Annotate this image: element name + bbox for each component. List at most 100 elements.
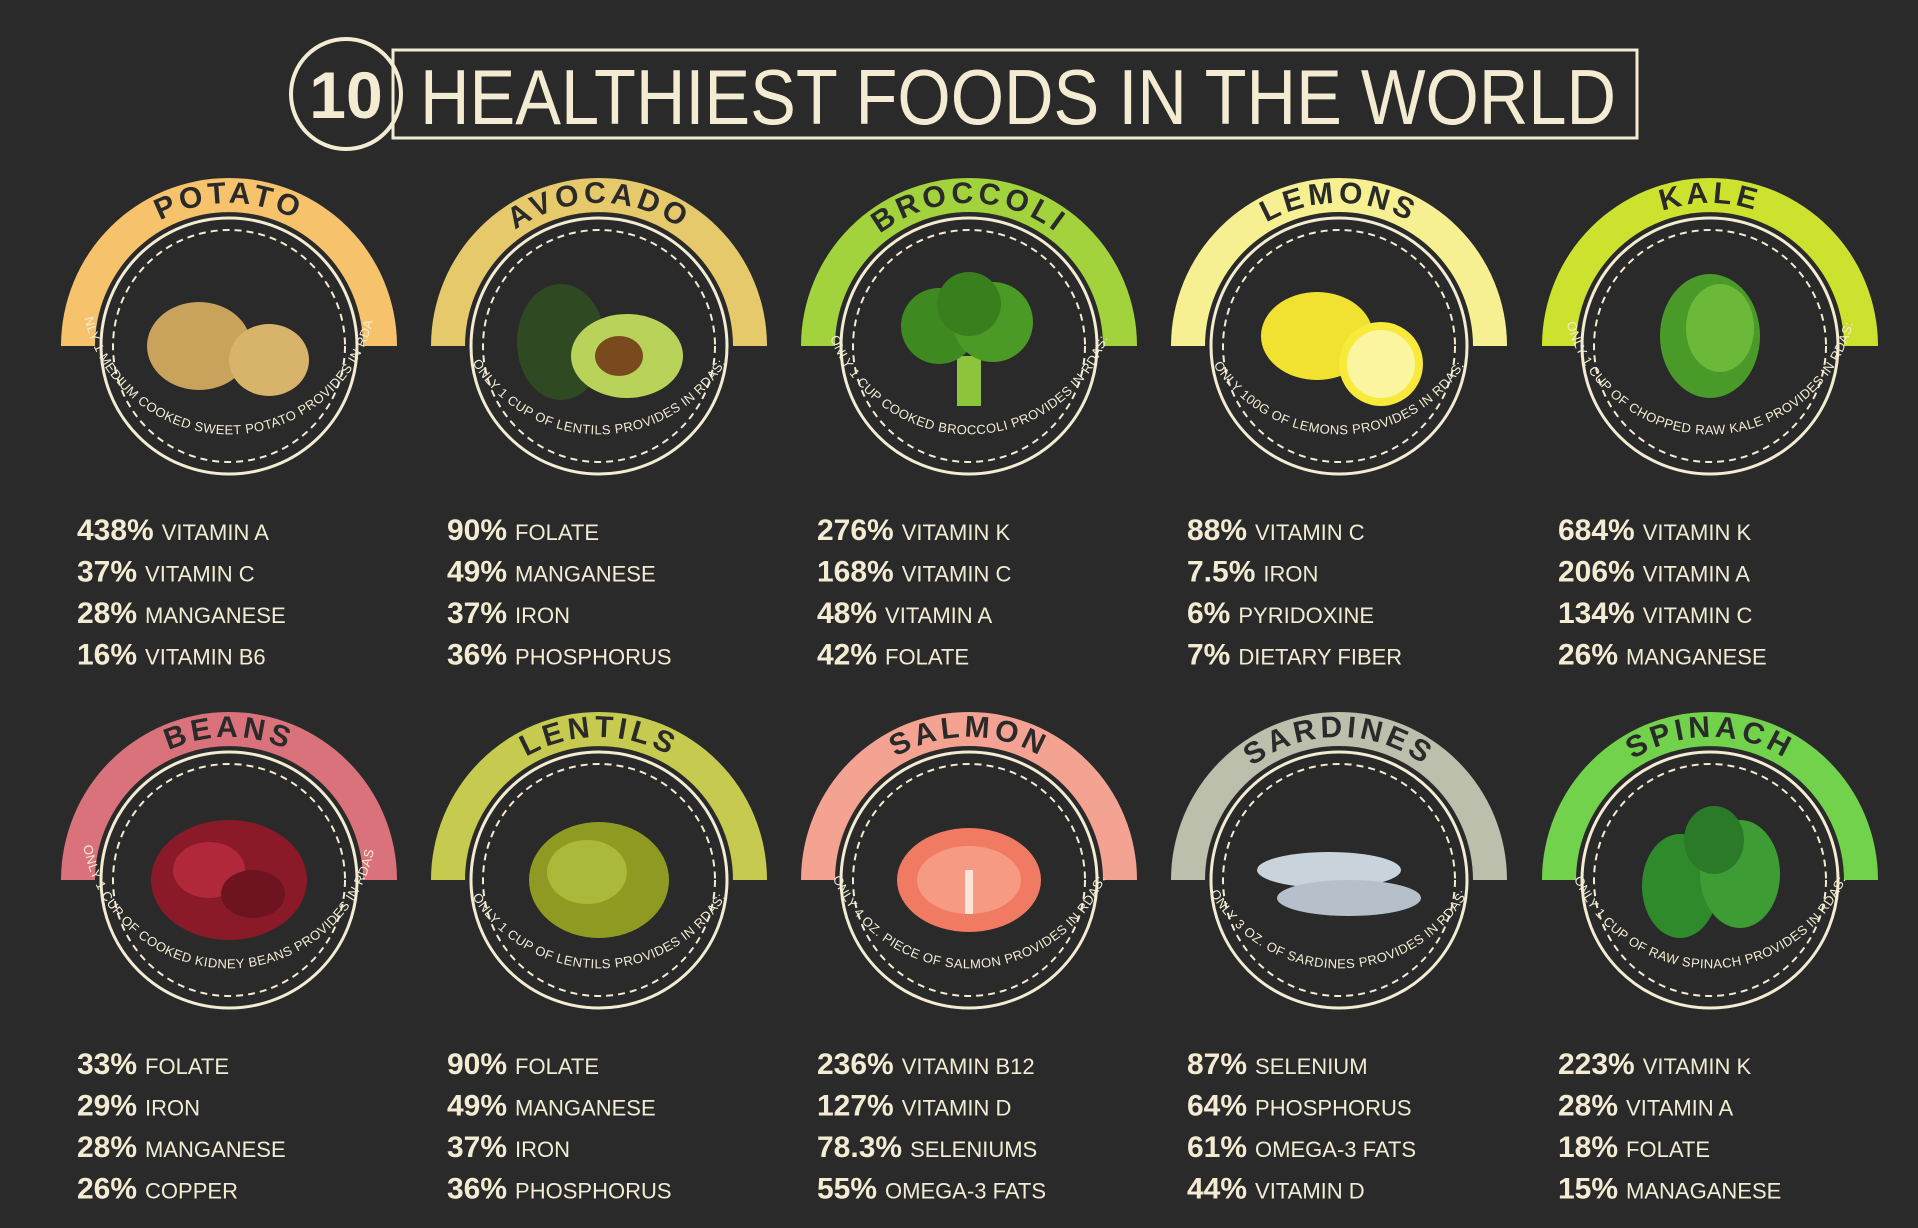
nutrient-name: VITAMIN D: [1255, 1179, 1365, 1204]
plate-ring: [1580, 216, 1840, 476]
nutrient-percent: 61%: [1187, 1131, 1247, 1164]
nutrient-name: PYRIDOXINE: [1238, 603, 1374, 628]
plate-ring: [839, 216, 1099, 476]
plate-dashes: [482, 229, 716, 463]
nutrient-percent: 42%: [817, 639, 877, 672]
plate-dashes: [482, 763, 716, 997]
nutrient-name: FOLATE: [1626, 1137, 1710, 1162]
nutrient-name: MANGANESE: [145, 1137, 286, 1162]
nutrient-percent: 26%: [77, 1173, 137, 1206]
nutrient-name: VITAMIN C: [145, 562, 255, 587]
nutrient-percent: 55%: [817, 1173, 877, 1206]
nutrient-line: 49% MANGANESE: [447, 1090, 656, 1123]
nutrient-name: COPPER: [145, 1179, 238, 1204]
nutrient-percent: 49%: [447, 556, 507, 589]
nutrient-line: 7% DIETARY FIBER: [1187, 639, 1402, 672]
nutrient-line: 16% VITAMIN B6: [77, 639, 266, 672]
name-arc: [1171, 712, 1507, 880]
nutrient-percent: 90%: [447, 514, 507, 547]
nutrient-percent: 49%: [447, 1090, 507, 1123]
nutrient-line: 48% VITAMIN A: [817, 597, 993, 630]
nutrient-percent: 37%: [77, 556, 137, 589]
nutrient-name: VITAMIN A: [1643, 562, 1750, 587]
nutrient-name: FOLATE: [145, 1054, 229, 1079]
nutrient-line: 55% OMEGA-3 FATS: [817, 1173, 1046, 1206]
nutrient-name: VITAMIN A: [162, 520, 269, 545]
nutrient-name: VITAMIN D: [902, 1096, 1012, 1121]
name-arc: [1542, 712, 1878, 880]
nutrient-percent: 15%: [1558, 1173, 1618, 1206]
nutrient-name: VITAMIN C: [1643, 603, 1753, 628]
food-illustration: [937, 272, 1001, 336]
nutrient-percent: 168%: [817, 556, 894, 589]
food-illustration: [1684, 806, 1744, 874]
nutrient-line: 7.5% IRON: [1187, 556, 1318, 589]
plate-ring: [1580, 750, 1840, 1010]
nutrient-percent: 7.5%: [1187, 556, 1255, 589]
nutrient-line: 134% VITAMIN C: [1558, 597, 1752, 630]
plate-ring: [469, 216, 729, 476]
nutrient-name: MANGANESE: [1626, 645, 1767, 670]
food-illustration: [221, 870, 285, 918]
nutrient-percent: 236%: [817, 1048, 894, 1081]
nutrient-percent: 276%: [817, 514, 894, 547]
nutrient-name: MANGANESE: [145, 603, 286, 628]
nutrient-percent: 90%: [447, 1048, 507, 1081]
nutrient-percent: 88%: [1187, 514, 1247, 547]
nutrient-percent: 28%: [77, 597, 137, 630]
nutrient-percent: 36%: [447, 639, 507, 672]
nutrient-line: 28% VITAMIN A: [1558, 1090, 1734, 1123]
name-arc: [1171, 178, 1507, 346]
nutrient-percent: 64%: [1187, 1090, 1247, 1123]
plate-dashes: [1593, 229, 1827, 463]
nutrient-line: 36% PHOSPHORUS: [447, 1173, 672, 1206]
nutrient-name: VITAMIN A: [1626, 1096, 1733, 1121]
nutrient-line: 438% VITAMIN A: [77, 514, 269, 547]
nutrient-name: MANGANESE: [515, 562, 656, 587]
nutrient-line: 223% VITAMIN K: [1558, 1048, 1751, 1081]
name-arc: [61, 178, 397, 346]
nutrient-line: 26% COPPER: [77, 1173, 238, 1206]
nutrient-name: FOLATE: [515, 1054, 599, 1079]
food-illustration: [1277, 880, 1421, 916]
plate-dashes: [1593, 763, 1827, 997]
nutrient-name: VITAMIN A: [885, 603, 992, 628]
nutrient-name: IRON: [515, 1137, 570, 1162]
food-illustration: [147, 302, 251, 390]
nutrient-name: IRON: [1263, 562, 1318, 587]
food-illustration: [1686, 284, 1754, 372]
nutrient-line: 684% VITAMIN K: [1558, 514, 1751, 547]
food-illustration: [547, 840, 627, 904]
nutrient-percent: 33%: [77, 1048, 137, 1081]
nutrient-percent: 26%: [1558, 639, 1618, 672]
nutrient-line: 206% VITAMIN A: [1558, 556, 1750, 589]
plate-dashes: [852, 763, 1086, 997]
nutrient-name: IRON: [515, 603, 570, 628]
nutrient-line: 37% IRON: [447, 1131, 570, 1164]
nutrient-percent: 206%: [1558, 556, 1635, 589]
nutrient-line: 90% FOLATE: [447, 514, 599, 547]
name-arc: [1542, 178, 1878, 346]
plate-ring: [1209, 750, 1469, 1010]
nutrient-line: 36% PHOSPHORUS: [447, 639, 672, 672]
plate-ring: [99, 216, 359, 476]
nutrient-name: VITAMIN K: [902, 520, 1011, 545]
nutrient-line: 61% OMEGA-3 FATS: [1187, 1131, 1416, 1164]
name-arc: [801, 178, 1137, 346]
nutrient-line: 18% FOLATE: [1558, 1131, 1710, 1164]
name-arc: [61, 712, 397, 880]
nutrient-percent: 37%: [447, 597, 507, 630]
nutrient-name: FOLATE: [885, 645, 969, 670]
name-arc: [431, 712, 767, 880]
plate-dashes: [112, 763, 346, 997]
nutrient-name: SELENIUM: [1255, 1054, 1367, 1079]
food-illustration: [229, 324, 309, 396]
nutrient-name: VITAMIN B12: [902, 1054, 1035, 1079]
nutrient-line: 28% MANGANESE: [77, 1131, 286, 1164]
